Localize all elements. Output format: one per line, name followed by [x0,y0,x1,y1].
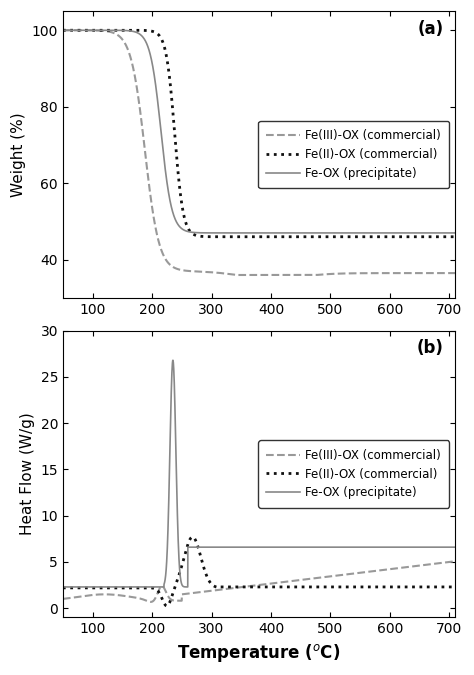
Fe-OX (precipitate) [60,583,66,591]
Fe(II)-OX (commercial) [105,584,110,592]
Fe(III)-OX (commercial) [233,271,239,279]
Fe-OX (precipitate) [105,26,110,34]
Line: Fe(II)-OX (commercial): Fe(II)-OX (commercial) [63,30,456,237]
Fe-OX (precipitate) [128,583,134,591]
Fe(III)-OX (commercial) [402,563,408,571]
Fe-OX (precipitate) [357,229,363,237]
Fe(II)-OX (commercial) [228,233,233,241]
Fe(II)-OX (commercial) [164,602,170,610]
Fe-OX (precipitate) [228,229,233,237]
Y-axis label: Heat Flow (W/g): Heat Flow (W/g) [20,412,35,535]
Fe(II)-OX (commercial) [105,26,110,34]
Fe(III)-OX (commercial) [128,55,134,63]
Y-axis label: Weight (%): Weight (%) [11,112,26,197]
Fe(II)-OX (commercial) [453,583,458,591]
Fe(II)-OX (commercial) [211,582,217,590]
Fe(III)-OX (commercial) [402,269,408,277]
Fe(III)-OX (commercial) [210,269,216,277]
Line: Fe(III)-OX (commercial): Fe(III)-OX (commercial) [63,30,456,275]
Fe-OX (precipitate) [453,543,458,551]
Fe(III)-OX (commercial) [228,585,233,593]
Text: (a): (a) [418,20,444,38]
Fe(II)-OX (commercial) [403,583,409,591]
Fe-OX (precipitate) [60,26,66,34]
Line: Fe(II)-OX (commercial): Fe(II)-OX (commercial) [63,537,456,606]
Fe-OX (precipitate) [445,229,451,237]
Fe(II)-OX (commercial) [445,583,451,591]
Fe-OX (precipitate) [210,543,216,551]
Fe(III)-OX (commercial) [228,270,233,278]
Fe(II)-OX (commercial) [402,233,408,241]
Fe(III)-OX (commercial) [105,28,110,36]
Fe(III)-OX (commercial) [60,26,66,34]
Line: Fe(III)-OX (commercial): Fe(III)-OX (commercial) [63,561,456,602]
Fe(II)-OX (commercial) [228,583,234,591]
X-axis label: Temperature ($^{o}$C): Temperature ($^{o}$C) [177,642,341,664]
Fe(III)-OX (commercial) [148,598,154,606]
Fe-OX (precipitate) [445,543,451,551]
Fe(II)-OX (commercial) [445,233,451,241]
Fe(III)-OX (commercial) [445,269,451,277]
Fe(II)-OX (commercial) [60,584,66,592]
Line: Fe-OX (precipitate): Fe-OX (precipitate) [63,360,456,587]
Fe(III)-OX (commercial) [453,557,458,565]
Fe-OX (precipitate) [453,229,458,237]
Fe-OX (precipitate) [128,27,134,35]
Fe(III)-OX (commercial) [210,587,216,595]
Text: (b): (b) [417,340,444,357]
Fe(II)-OX (commercial) [453,233,458,241]
Legend: Fe(III)-OX (commercial), Fe(II)-OX (commercial), Fe-OX (precipitate): Fe(III)-OX (commercial), Fe(II)-OX (comm… [258,121,449,188]
Fe(II)-OX (commercial) [328,233,334,241]
Line: Fe-OX (precipitate): Fe-OX (precipitate) [63,30,456,233]
Legend: Fe(III)-OX (commercial), Fe(II)-OX (commercial), Fe-OX (precipitate): Fe(III)-OX (commercial), Fe(II)-OX (comm… [258,440,449,508]
Fe-OX (precipitate) [170,356,176,365]
Fe(III)-OX (commercial) [128,593,134,601]
Fe-OX (precipitate) [228,543,233,551]
Fe(III)-OX (commercial) [105,591,110,599]
Fe(II)-OX (commercial) [128,584,134,592]
Fe-OX (precipitate) [210,229,216,237]
Fe-OX (precipitate) [402,543,408,551]
Fe-OX (precipitate) [402,229,408,237]
Fe(II)-OX (commercial) [60,26,66,34]
Fe(II)-OX (commercial) [190,533,195,541]
Fe(II)-OX (commercial) [210,233,216,241]
Fe(III)-OX (commercial) [453,269,458,277]
Fe-OX (precipitate) [105,583,110,591]
Fe(III)-OX (commercial) [445,558,451,566]
Fe(II)-OX (commercial) [128,26,134,34]
Fe(III)-OX (commercial) [60,595,66,603]
